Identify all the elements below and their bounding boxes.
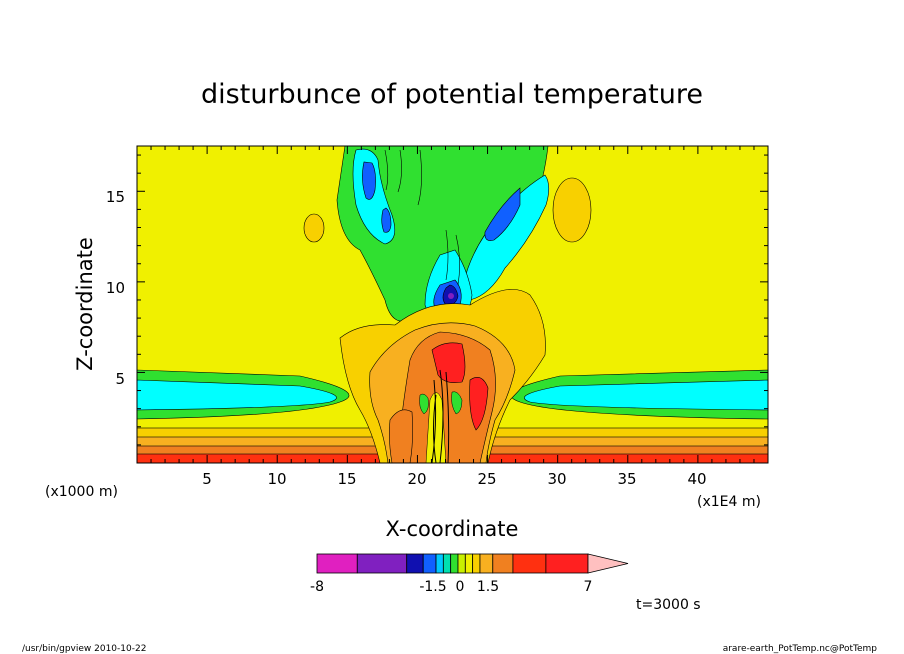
colorbar-swatch xyxy=(492,553,514,574)
turbulent-core-yellow xyxy=(425,392,447,463)
colorbar-swatch xyxy=(450,553,459,574)
colorbar-swatch xyxy=(356,553,408,574)
y-tick-label: 10 xyxy=(106,279,125,297)
right-orange-blob xyxy=(552,177,592,243)
x-tick-label: 15 xyxy=(337,470,356,488)
x-unit-left: (x1000 m) xyxy=(45,484,118,500)
chart-title: disturbunce of potential temperature xyxy=(201,79,703,110)
colorbar xyxy=(316,553,629,574)
y-axis-label: Z-coordinate xyxy=(73,237,97,371)
colorbar-label: 7 xyxy=(584,579,593,595)
colorbar-swatch xyxy=(545,553,589,574)
x-tick-label: 30 xyxy=(547,470,566,488)
colorbar-labels: -8 -1.5 0 1.5 7 xyxy=(310,579,592,595)
y-tick-label: 5 xyxy=(115,370,125,388)
warm-plume-red-right xyxy=(469,377,489,431)
colorbar-swatch xyxy=(472,553,481,574)
colorbar-label: -1.5 xyxy=(419,579,446,595)
colorbar-swatch xyxy=(479,553,494,574)
x-tick-labels: 5 10 15 20 25 30 35 40 xyxy=(202,470,706,488)
colorbar-label: 1.5 xyxy=(477,579,499,595)
plot-frame xyxy=(136,145,769,464)
colorbar-swatch xyxy=(435,553,444,574)
colorbar-swatch xyxy=(316,553,358,574)
x-axis-label: X-coordinate xyxy=(386,517,519,541)
turbulent-core-green-2 xyxy=(451,391,463,415)
footer-left: /usr/bin/gpview 2010-10-22 xyxy=(22,644,146,654)
warm-plume-lower-left xyxy=(389,409,413,463)
y-tick-labels: 5 10 15 xyxy=(106,188,125,388)
upper-blue-left xyxy=(362,161,376,200)
upper-blue-right xyxy=(484,187,521,241)
x-tick-label: 40 xyxy=(687,470,706,488)
turbulent-core-green xyxy=(419,393,429,415)
upper-filaments xyxy=(384,149,460,286)
colorbar-label: -8 xyxy=(310,579,324,595)
colorbar-label: 0 xyxy=(456,579,465,595)
right-cyan-layer xyxy=(524,379,768,411)
axis-ticks xyxy=(137,146,768,463)
y-tick-label: 15 xyxy=(106,188,125,206)
x-tick-label: 35 xyxy=(617,470,636,488)
x-unit-right: (x1E4 m) xyxy=(697,494,761,510)
colorbar-swatch xyxy=(512,553,547,574)
x-tick-label: 25 xyxy=(477,470,496,488)
left-cyan-layer xyxy=(137,379,337,411)
colorbar-swatch xyxy=(442,553,452,574)
time-label: t=3000 s xyxy=(636,597,701,613)
colorbar-swatch xyxy=(464,553,474,574)
colorbar-extend-arrow xyxy=(587,553,629,574)
contour-field xyxy=(137,146,768,463)
left-orange-blob xyxy=(303,213,325,243)
colorbar-swatch xyxy=(457,553,466,574)
footer-right: arare-earth_PotTemp.nc@PotTemp xyxy=(723,644,878,654)
x-tick-label: 5 xyxy=(202,470,212,488)
colorbar-swatch xyxy=(422,553,437,574)
x-tick-label: 10 xyxy=(267,470,286,488)
upper-blue-left-2 xyxy=(381,207,392,233)
x-tick-label: 20 xyxy=(407,470,426,488)
colorbar-swatch xyxy=(406,553,424,574)
turbulent-core-lines xyxy=(431,369,450,463)
central-magenta-spot xyxy=(448,293,454,299)
